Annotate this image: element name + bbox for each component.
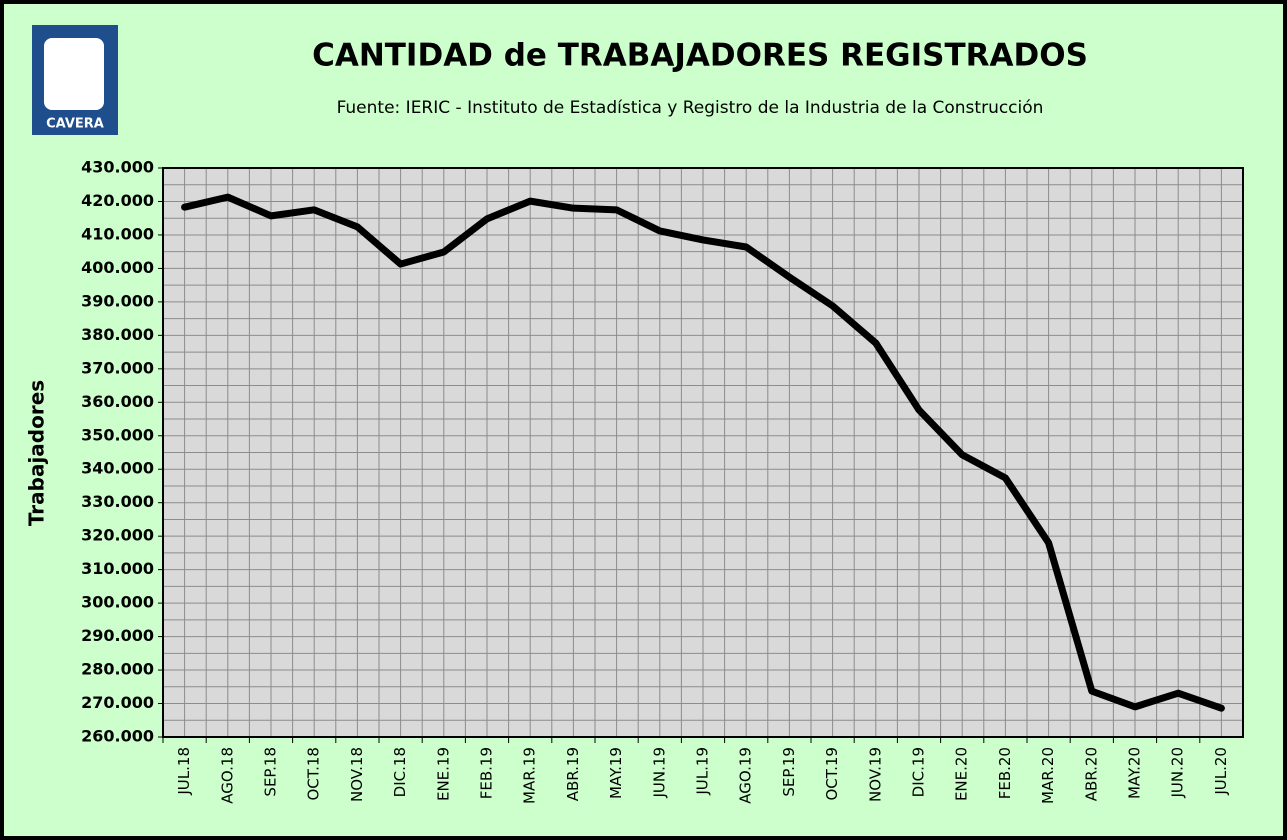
- logo-inner: [44, 38, 104, 110]
- data-line: [181, 193, 1225, 712]
- x-tick-label: DIC.19: [910, 747, 928, 797]
- y-tick-label: 270.000: [81, 693, 154, 712]
- y-tick-label: 390.000: [81, 291, 154, 310]
- x-tick-label: JUN.19: [650, 747, 668, 798]
- y-tick-label: 350.000: [81, 425, 154, 444]
- chart-subtitle: Fuente: IERIC - Instituto de Estadística…: [337, 98, 1044, 118]
- x-tick-label: MAR.19: [521, 747, 539, 804]
- y-tick-label: 360.000: [81, 392, 154, 411]
- x-tick-label: DIC.18: [391, 747, 409, 797]
- y-tick-label: 280.000: [81, 660, 154, 679]
- plot-border: [162, 167, 1244, 738]
- x-tick-label: AGO.18: [218, 747, 236, 804]
- x-tick-label: NOV.19: [866, 747, 884, 802]
- y-tick-label: 400.000: [81, 258, 154, 277]
- x-tick-label: MAR.20: [1039, 747, 1057, 804]
- x-tick-label: JUL.19: [694, 747, 712, 796]
- x-tick-label: FEB.20: [996, 747, 1014, 799]
- y-tick-label: 260.000: [81, 727, 154, 746]
- x-tick-label: AGO.19: [737, 747, 755, 804]
- x-tick-label: MAY.19: [607, 747, 625, 799]
- x-tick-label: OCT.19: [823, 747, 841, 801]
- y-tick-label: 430.000: [81, 158, 154, 177]
- y-tick-label: 310.000: [81, 559, 154, 578]
- x-tick-label: ENE.20: [953, 747, 971, 801]
- y-tick-label: 410.000: [81, 224, 154, 243]
- x-tick-label: ABR.20: [1082, 747, 1100, 801]
- x-tick-label: JUL.18: [175, 747, 193, 796]
- y-tick-label: 300.000: [81, 593, 154, 612]
- y-tick-label: 340.000: [81, 459, 154, 478]
- x-tick-label: SEP.18: [262, 747, 280, 797]
- y-tick-label: 370.000: [81, 358, 154, 377]
- x-tick-label: NOV.18: [348, 747, 366, 802]
- x-tick-label: ENE.19: [434, 747, 452, 801]
- y-tick-label: 380.000: [81, 325, 154, 344]
- y-tick-label: 420.000: [81, 191, 154, 210]
- y-tick-label: 330.000: [81, 492, 154, 511]
- y-tick-label: 290.000: [81, 626, 154, 645]
- chart-title: CANTIDAD de TRABAJADORES REGISTRADOS: [312, 38, 1088, 74]
- y-axis-label: Trabajadores: [25, 380, 49, 526]
- x-tick-label: ABR.19: [564, 747, 582, 801]
- x-tick-label: SEP.19: [780, 747, 798, 797]
- x-tick-label: JUN.20: [1169, 747, 1187, 798]
- x-tick-label: FEB.19: [478, 747, 496, 799]
- logo-text: CAVERA: [46, 117, 104, 132]
- x-tick-label: JUL.20: [1212, 747, 1230, 796]
- y-tick-label: 320.000: [81, 526, 154, 545]
- logo: CAVERA: [32, 25, 118, 135]
- x-tick-label: MAY.20: [1126, 747, 1144, 799]
- x-tick-label: OCT.18: [305, 747, 323, 801]
